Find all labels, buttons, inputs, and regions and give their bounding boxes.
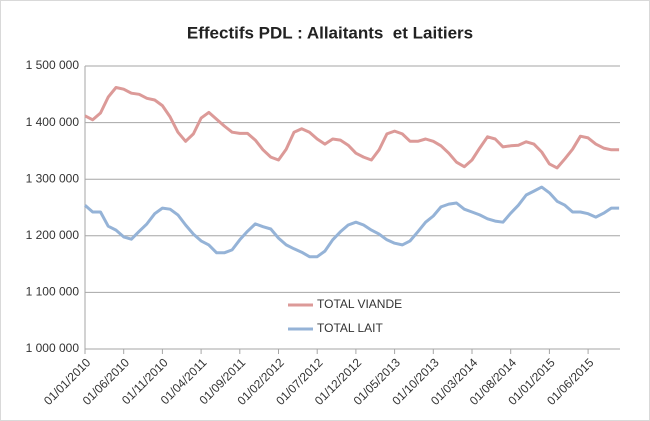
series-line — [84, 185, 620, 259]
legend-label: TOTAL VIANDE — [317, 297, 402, 311]
y-tick-label: 1 200 000 — [26, 228, 80, 242]
y-tick-label: 1 300 000 — [26, 171, 80, 185]
series-line — [84, 86, 620, 170]
y-tick-label: 1 500 000 — [26, 58, 80, 72]
y-tick-label: 1 000 000 — [26, 341, 80, 355]
legend-label: TOTAL LAIT — [317, 321, 383, 335]
y-tick-label: 1 400 000 — [26, 115, 80, 129]
chart-title: Effectifs PDL : Allaitants et Laitiers — [187, 23, 473, 42]
y-tick-label: 1 100 000 — [26, 285, 80, 299]
